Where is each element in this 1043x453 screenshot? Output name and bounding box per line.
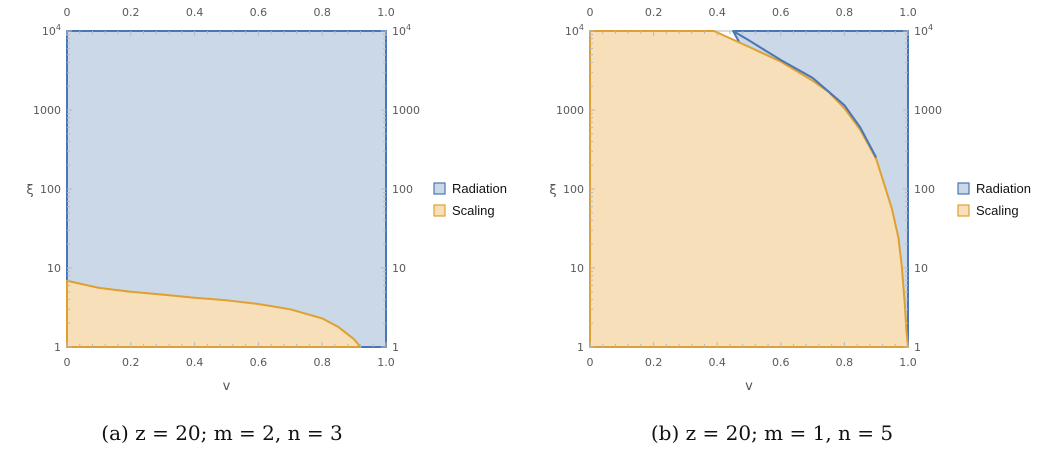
legend-label-scaling: Scaling <box>452 203 495 218</box>
x-top-tick-label: 0 <box>64 6 71 19</box>
x-top-tick-label: 0.6 <box>250 6 268 19</box>
x-top-tick-label: 1.0 <box>377 6 395 19</box>
panel-a: 0 0.2 0.4 0.6 0.8 1.0 0 0.2 0.4 0.6 0.8 1.0 1 1 10 10 10… <box>26 6 507 445</box>
x-tick-label: 0.6 <box>250 356 268 369</box>
x-tick-label: 0.8 <box>836 356 854 369</box>
y-tick-label: 1 <box>54 341 61 354</box>
x-tick-label: 1.0 <box>377 356 395 369</box>
y-right-tick-label: 100 <box>392 183 413 196</box>
x-top-tick-label: 0.4 <box>708 6 726 19</box>
x-tick-label: 0 <box>587 356 594 369</box>
legend-label-radiation: Radiation <box>976 181 1031 196</box>
x-tick-label: 0.2 <box>645 356 663 369</box>
radiation-boundary-line <box>732 30 878 159</box>
scaling-region <box>66 279 362 348</box>
y-right-tick-label: 1000 <box>392 104 420 117</box>
x-axis-label: v <box>745 379 753 394</box>
x-top-tick-label: 0.4 <box>186 6 204 19</box>
x-axis-label: v <box>223 379 231 394</box>
y-tick-label: 104 <box>565 23 584 38</box>
y-axis-label: ξ <box>26 183 33 198</box>
x-tick-label: 0.6 <box>772 356 790 369</box>
legend-swatch-radiation <box>957 182 970 195</box>
y-tick-label: 100 <box>563 183 584 196</box>
x-tick-label: 1.0 <box>899 356 917 369</box>
y-tick-label: 1000 <box>33 104 61 117</box>
y-right-tick-label: 1 <box>914 341 921 354</box>
y-right-tick-label: 10 <box>914 262 928 275</box>
x-top-tick-label: 0.8 <box>836 6 854 19</box>
legend-label-radiation: Radiation <box>452 181 507 196</box>
x-top-tick-label: 0.2 <box>122 6 140 19</box>
y-tick-label: 10 <box>47 262 61 275</box>
scaling-region <box>589 30 909 348</box>
panel-caption: (b) z = 20; m = 1, n = 5 <box>651 421 893 445</box>
y-right-tick-label: 104 <box>914 23 933 38</box>
x-tick-label: 0.4 <box>186 356 204 369</box>
x-tick-label: 0.4 <box>708 356 726 369</box>
x-tick-label: 0 <box>64 356 71 369</box>
legend-label-scaling: Scaling <box>976 203 1019 218</box>
y-tick-label: 104 <box>42 23 61 38</box>
x-top-tick-label: 0 <box>587 6 594 19</box>
x-top-tick-label: 0.6 <box>772 6 790 19</box>
y-right-tick-label: 1 <box>392 341 399 354</box>
y-right-tick-label: 100 <box>914 183 935 196</box>
x-top-tick-label: 0.2 <box>645 6 663 19</box>
panel-b: 0 0.2 0.4 0.6 0.8 1.0 0 0.2 0.4 0.6 0.8 1.0 1 1 10 10 10… <box>549 6 1031 445</box>
y-axis-label: ξ <box>549 183 556 198</box>
y-tick-label: 1 <box>577 341 584 354</box>
y-tick-label: 100 <box>40 183 61 196</box>
y-right-tick-label: 104 <box>392 23 411 38</box>
x-tick-label: 0.2 <box>122 356 140 369</box>
y-tick-label: 1000 <box>556 104 584 117</box>
y-right-tick-label: 10 <box>392 262 406 275</box>
y-right-tick-label: 1000 <box>914 104 942 117</box>
legend-swatch-radiation <box>433 182 446 195</box>
y-tick-label: 10 <box>570 262 584 275</box>
x-tick-label: 0.8 <box>313 356 331 369</box>
legend-swatch-scaling <box>433 204 446 217</box>
x-top-tick-label: 1.0 <box>899 6 917 19</box>
panel-caption: (a) z = 20; m = 2, n = 3 <box>101 421 342 445</box>
x-top-tick-label: 0.8 <box>313 6 331 19</box>
legend-swatch-scaling <box>957 204 970 217</box>
